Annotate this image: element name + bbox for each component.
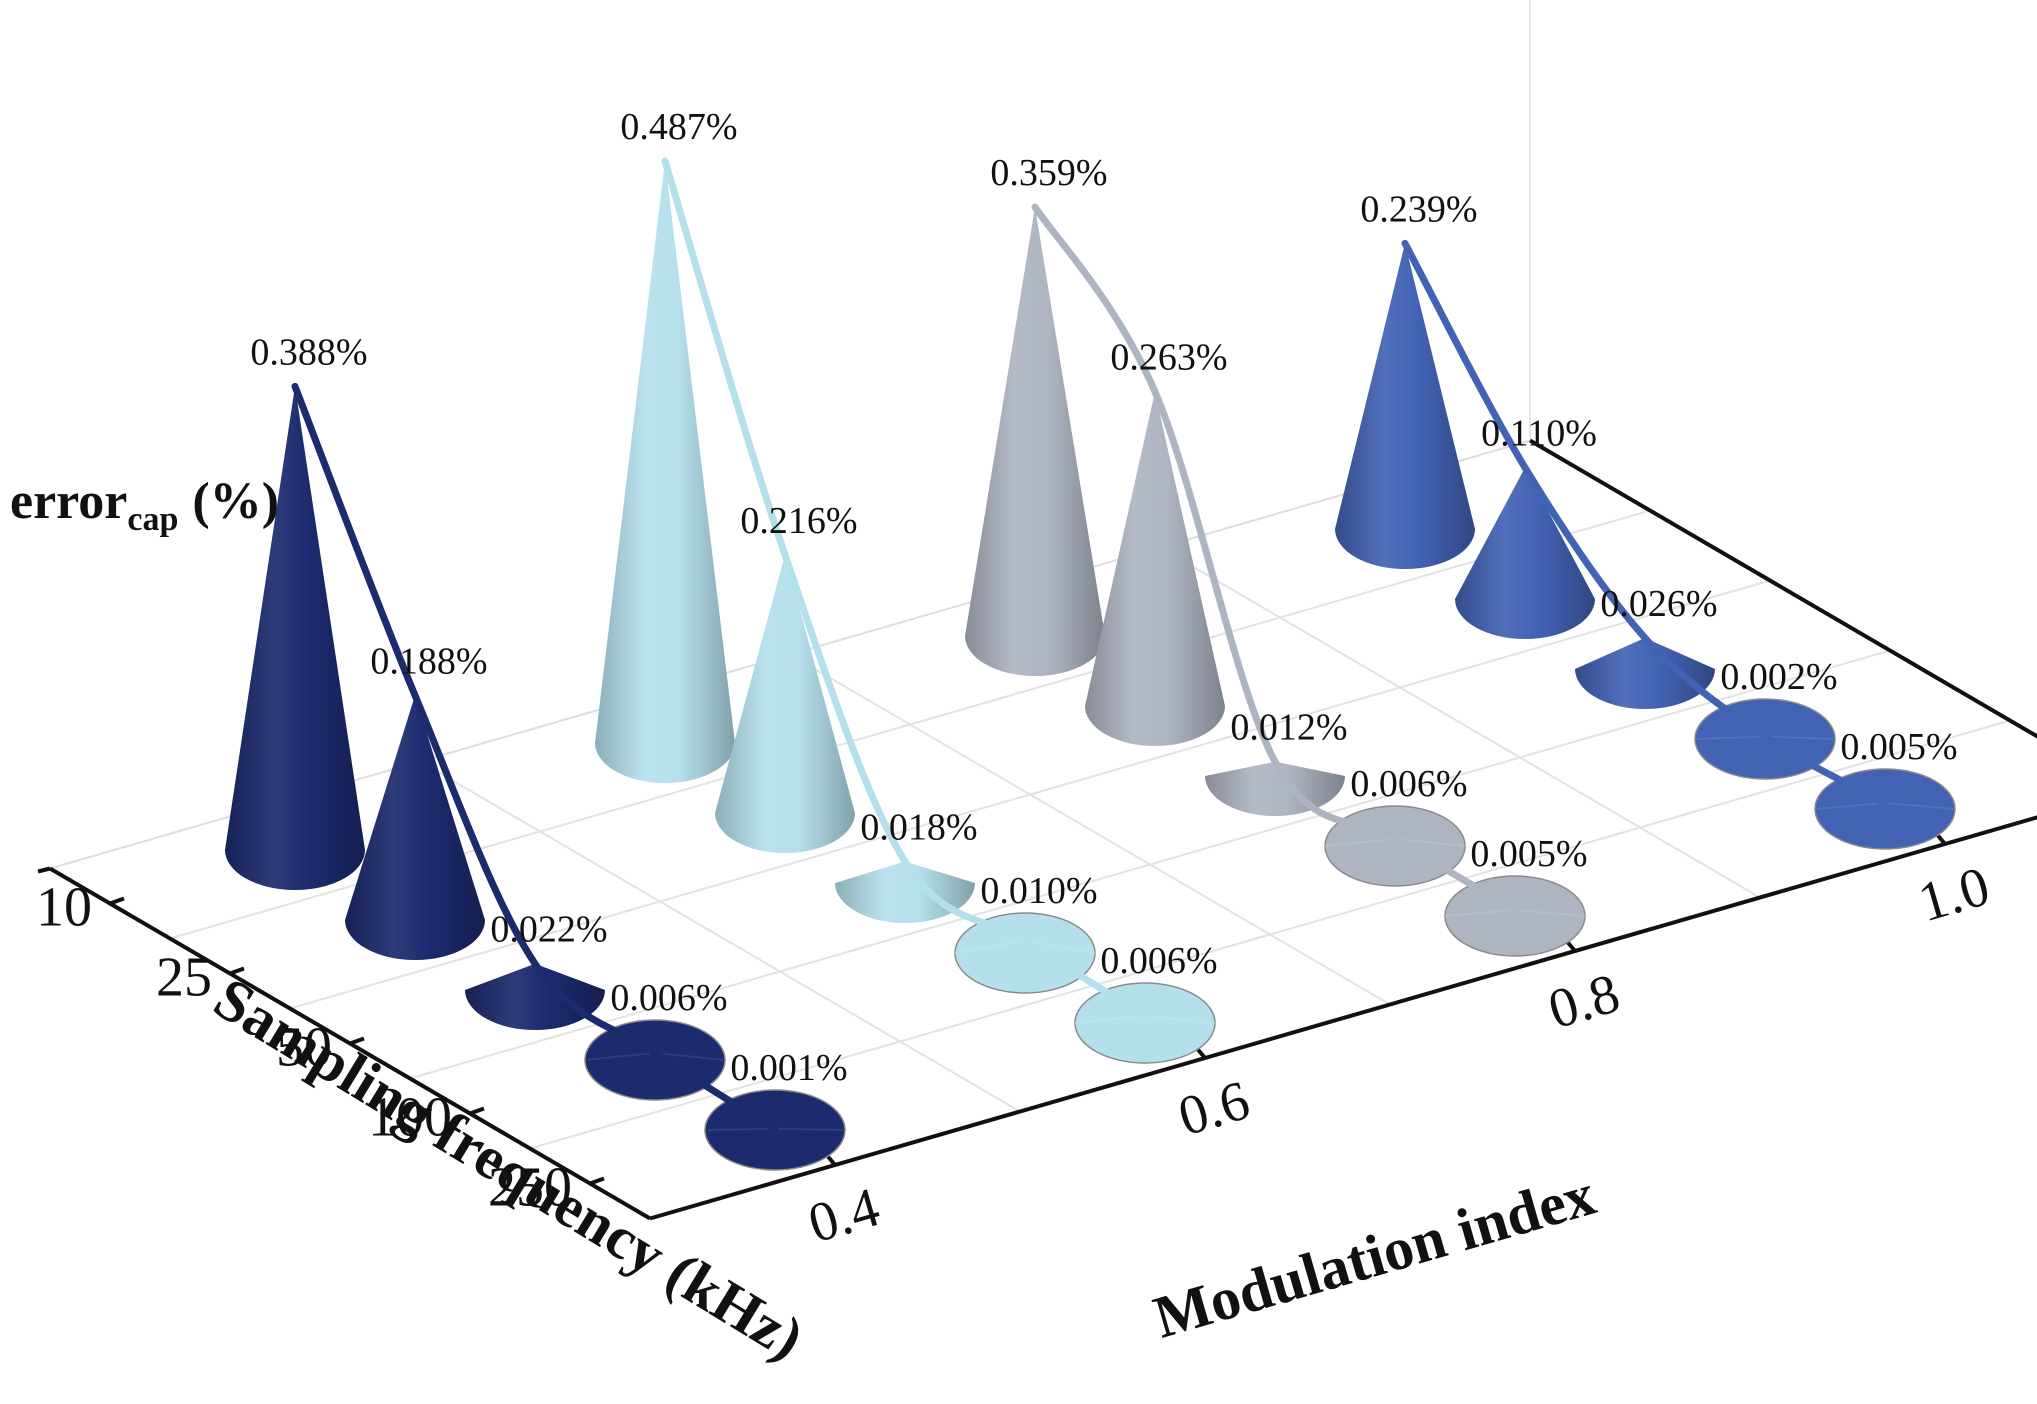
y-tick-label: 10	[36, 877, 92, 939]
y-tick	[229, 966, 245, 976]
grid-line	[289, 579, 1771, 1010]
data-label: 0.006%	[610, 977, 727, 1019]
y-tick	[589, 1176, 605, 1186]
data-label: 0.012%	[1230, 707, 1347, 749]
axes: 10 25 50 100 250 0.4 0.6 0.8 1.0	[36, 438, 2037, 1255]
cone-mark	[1205, 761, 1345, 816]
data-label: 0.188%	[370, 640, 487, 682]
cone-base-disk	[1074, 982, 1216, 1064]
data-label: 0.388%	[250, 331, 367, 373]
data-label: 0.359%	[990, 152, 1107, 194]
x-tick-label: 0.6	[1172, 1069, 1256, 1148]
data-label: 0.005%	[1840, 726, 1957, 768]
cone-body	[345, 695, 485, 960]
cone-body	[1085, 391, 1225, 746]
cone-body	[835, 861, 975, 923]
cone-mark	[1324, 805, 1466, 887]
cone-body	[965, 206, 1105, 676]
data-label: 0.001%	[730, 1047, 847, 1089]
z-axis-title-unit: (%)	[192, 473, 279, 530]
trend-curve	[1401, 239, 1889, 807]
cone-mark	[954, 912, 1096, 994]
cone-mark	[1455, 467, 1595, 639]
data-label: 0.006%	[1100, 940, 1217, 982]
y-axis-cap	[37, 866, 51, 874]
x-axis-title: Modulation index	[1147, 1161, 1603, 1351]
grid-line	[409, 649, 1891, 1080]
cone-mark	[715, 554, 855, 853]
y-tick-label: 50	[276, 1017, 332, 1079]
cone-body	[1335, 243, 1475, 569]
data-label: 0.026%	[1600, 583, 1717, 625]
trend-curve	[291, 382, 779, 1133]
grid-line	[419, 760, 1021, 1113]
y-tick-label: 250	[488, 1157, 572, 1219]
data-label: 0.487%	[620, 106, 737, 148]
cone-mark	[465, 963, 605, 1030]
data-label: 0.263%	[1110, 337, 1227, 379]
data-label: 0.010%	[980, 870, 1097, 912]
data-label: 0.018%	[860, 806, 977, 848]
z-axis-title-sub: cap	[127, 501, 178, 538]
grid-line	[789, 653, 1391, 1006]
cone-mark	[965, 206, 1105, 676]
z-axis-title: errorcap (%)	[10, 473, 279, 538]
cone-body	[225, 386, 365, 890]
cone-mark	[595, 161, 735, 783]
data-label: 0.006%	[1350, 763, 1467, 805]
cone-mark	[1575, 637, 1715, 709]
data-label: 0.216%	[740, 500, 857, 542]
data-label: 0.110%	[1481, 413, 1597, 455]
cone-body	[595, 161, 735, 783]
cones	[225, 161, 1956, 1171]
cone-body	[1575, 637, 1715, 709]
grid-line	[1159, 546, 1761, 899]
cone-body	[1455, 467, 1595, 639]
trend-curves	[291, 157, 1889, 1133]
cone-base-disk	[954, 912, 1096, 994]
cone-body	[715, 554, 855, 853]
cone-mark	[1444, 875, 1586, 957]
data-label: 0.022%	[490, 909, 607, 951]
x-tick-label: 0.8	[1542, 962, 1626, 1041]
x-tick-label: 0.4	[802, 1176, 886, 1255]
cone-base-disk	[1444, 875, 1586, 957]
trend-curve	[661, 157, 1149, 1020]
y-tick	[109, 896, 125, 906]
cone-mark	[345, 695, 485, 960]
trend-curve	[1031, 203, 1519, 914]
cone-body	[465, 963, 605, 1030]
data-label: 0.002%	[1720, 656, 1837, 698]
data-label: 0.239%	[1360, 188, 1477, 230]
right-axis-line	[1528, 438, 2037, 739]
y-tick	[349, 1036, 365, 1046]
grid-line	[529, 719, 2011, 1150]
cone-base-disk	[1324, 805, 1466, 887]
y-tick-label: 100	[368, 1087, 452, 1149]
cone-body	[1205, 761, 1345, 816]
data-label: 0.005%	[1470, 833, 1587, 875]
cone-mark	[835, 861, 975, 923]
y-tick-label: 25	[156, 947, 212, 1009]
x-tick-label: 1.0	[1912, 855, 1996, 934]
cone-mark	[1074, 982, 1216, 1064]
cone-mark	[225, 386, 365, 890]
x-axis-line	[649, 815, 2037, 1221]
value-labels: 0.388%0.188%0.022%0.006%0.001%0.487%0.21…	[250, 106, 1957, 1089]
z-axis-title-main: error	[10, 473, 127, 530]
y-tick	[469, 1106, 485, 1116]
cone-mark	[1335, 243, 1475, 569]
cone-mark	[1085, 391, 1225, 746]
